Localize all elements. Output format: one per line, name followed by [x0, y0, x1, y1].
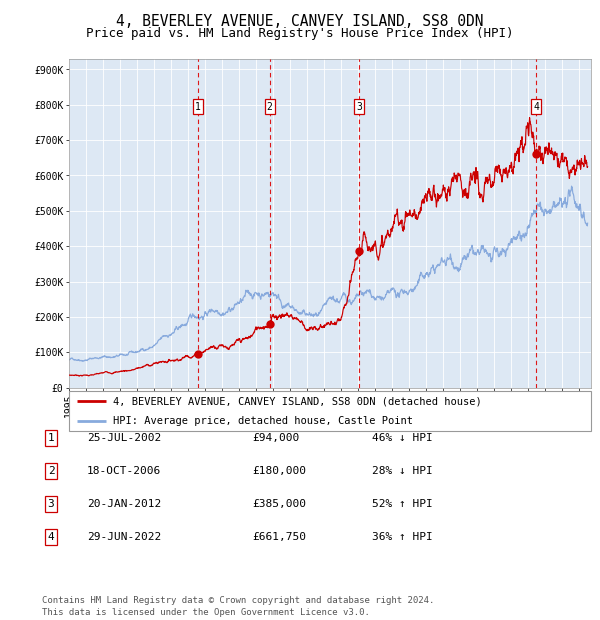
Text: 2: 2 [267, 102, 272, 112]
Text: 2: 2 [47, 466, 55, 476]
Text: 4, BEVERLEY AVENUE, CANVEY ISLAND, SS8 0DN: 4, BEVERLEY AVENUE, CANVEY ISLAND, SS8 0… [116, 14, 484, 29]
Text: 46% ↓ HPI: 46% ↓ HPI [372, 433, 433, 443]
Text: 4: 4 [533, 102, 539, 112]
Text: 36% ↑ HPI: 36% ↑ HPI [372, 532, 433, 542]
Text: 18-OCT-2006: 18-OCT-2006 [87, 466, 161, 476]
Text: 25-JUL-2002: 25-JUL-2002 [87, 433, 161, 443]
Text: 4, BEVERLEY AVENUE, CANVEY ISLAND, SS8 0DN (detached house): 4, BEVERLEY AVENUE, CANVEY ISLAND, SS8 0… [113, 396, 482, 406]
Text: 1: 1 [195, 102, 200, 112]
Text: Contains HM Land Registry data © Crown copyright and database right 2024.
This d: Contains HM Land Registry data © Crown c… [42, 596, 434, 617]
Text: 28% ↓ HPI: 28% ↓ HPI [372, 466, 433, 476]
Text: £661,750: £661,750 [252, 532, 306, 542]
Text: HPI: Average price, detached house, Castle Point: HPI: Average price, detached house, Cast… [113, 416, 413, 426]
Text: 52% ↑ HPI: 52% ↑ HPI [372, 499, 433, 509]
Text: 3: 3 [356, 102, 362, 112]
Text: 3: 3 [47, 499, 55, 509]
Text: 29-JUN-2022: 29-JUN-2022 [87, 532, 161, 542]
Text: Price paid vs. HM Land Registry's House Price Index (HPI): Price paid vs. HM Land Registry's House … [86, 27, 514, 40]
Text: £94,000: £94,000 [252, 433, 299, 443]
Text: 4: 4 [47, 532, 55, 542]
Text: 1: 1 [47, 433, 55, 443]
Text: £180,000: £180,000 [252, 466, 306, 476]
Text: 20-JAN-2012: 20-JAN-2012 [87, 499, 161, 509]
FancyBboxPatch shape [69, 391, 591, 431]
Text: £385,000: £385,000 [252, 499, 306, 509]
